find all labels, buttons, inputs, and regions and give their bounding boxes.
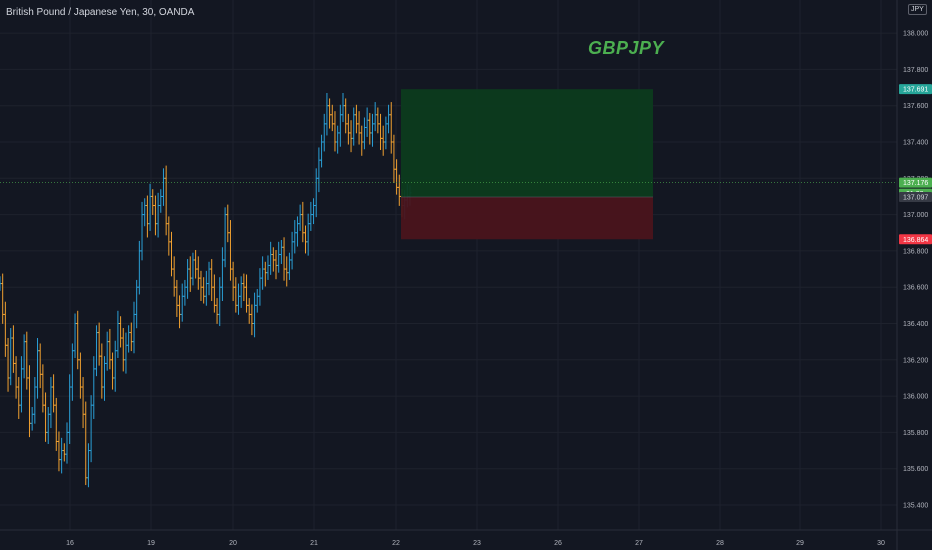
price-tick-label: 138.000 [903,31,928,38]
stop-price-tag: 136.864 [903,237,928,244]
time-tick-label: 16 [66,540,74,547]
time-tick-label: 21 [310,540,318,547]
time-tick-label: 20 [229,540,237,547]
time-tick-label: 30 [877,540,885,547]
price-tick-label: 137.600 [903,103,928,110]
symbol-title[interactable]: British Pound / Japanese Yen, 30, OANDA [6,7,195,18]
price-tick-label: 136.800 [903,248,928,255]
stop-loss-zone[interactable] [401,196,653,240]
price-tick-label: 135.400 [903,503,928,510]
time-tick-label: 26 [554,540,562,547]
time-tick-label: 27 [635,540,643,547]
entry-price-tag: 137.097 [903,194,928,201]
price-bars [0,92,412,488]
price-tick-label: 137.400 [903,140,928,147]
time-tick-label: 29 [796,540,804,547]
long-position-tool[interactable] [0,89,897,240]
time-tick-label: 28 [716,540,724,547]
price-tick-label: 136.000 [903,394,928,401]
price-tick-label: 136.400 [903,321,928,328]
price-tick-label: 135.600 [903,466,928,473]
profit-target-zone[interactable] [401,89,653,197]
time-tick-label: 19 [147,540,155,547]
stop-price-tag-bg [899,234,932,245]
time-tick-label: 22 [392,540,400,547]
price-tick-label: 136.200 [903,357,928,364]
price-tick-label: 137.000 [903,212,928,219]
price-tick-label: 137.800 [903,67,928,74]
symbol-watermark: GBPJPY [588,38,665,58]
current-price-tag-bg [899,177,932,188]
time-tick-label: 23 [473,540,481,547]
current-price-tag: 137.176 [903,180,928,187]
entry-price-tag-bg [899,191,932,202]
target-price-tag-bg [899,84,932,95]
price-tick-label: 136.600 [903,285,928,292]
target-price-tag: 137.691 [903,87,928,94]
currency-badge[interactable]: JPY [908,4,927,15]
price-tick-label: 135.800 [903,430,928,437]
time-axis[interactable]: 16 19 20 21 22 23 26 27 28 29 30 [66,540,885,547]
